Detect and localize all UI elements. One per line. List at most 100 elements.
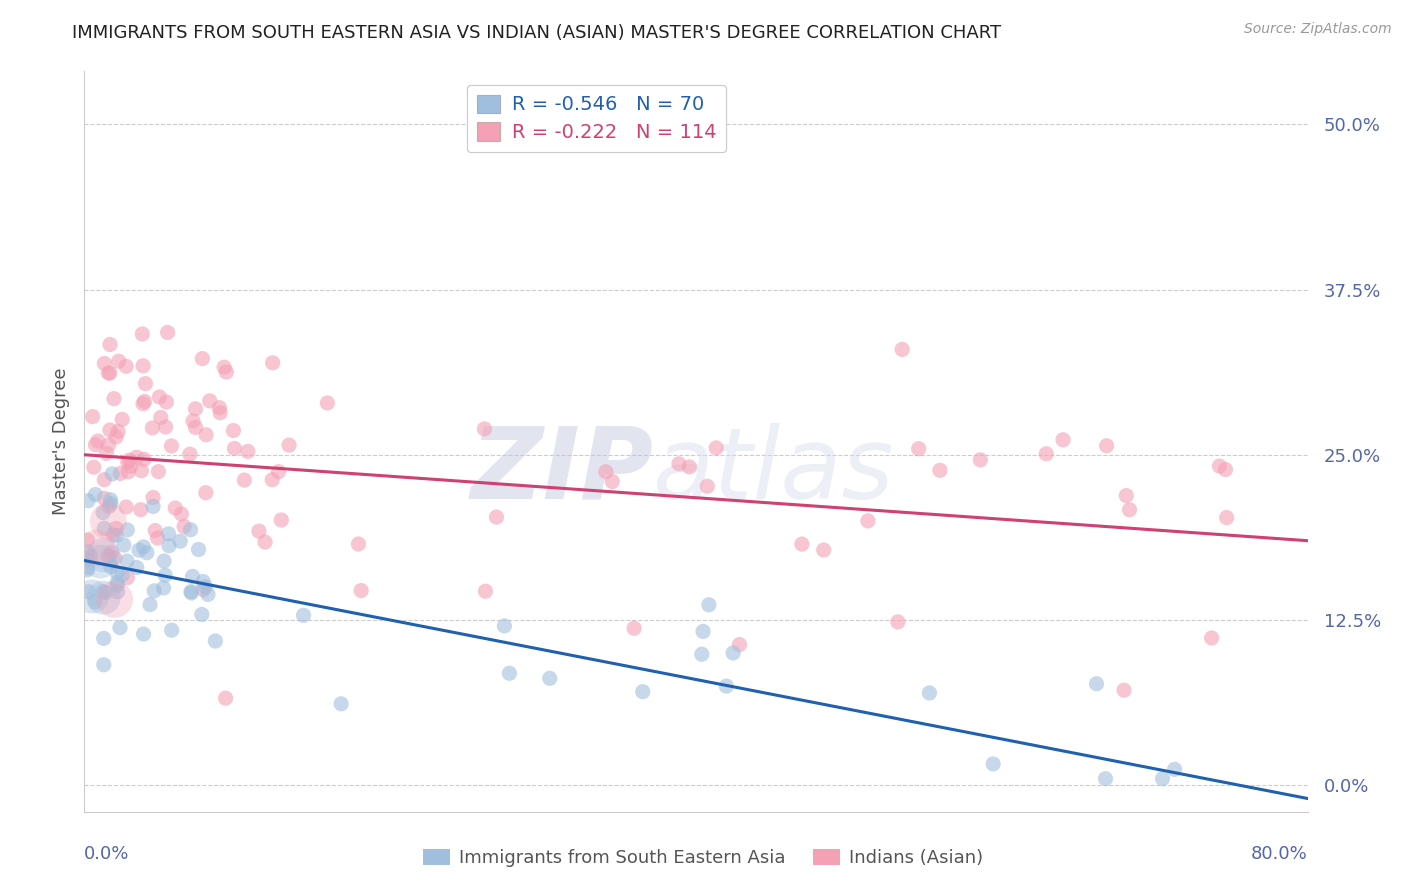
Point xyxy=(194,580,217,594)
Point xyxy=(139,598,162,612)
Point xyxy=(170,507,193,521)
Point xyxy=(907,442,929,456)
Point xyxy=(160,623,183,637)
Point xyxy=(194,485,217,500)
Point xyxy=(152,581,174,595)
Point xyxy=(134,394,156,409)
Point xyxy=(117,523,139,537)
Point xyxy=(132,397,155,411)
Point xyxy=(84,487,107,501)
Point xyxy=(165,501,187,516)
Text: ZIP: ZIP xyxy=(470,423,654,520)
Point xyxy=(191,607,214,622)
Point xyxy=(1052,433,1074,447)
Point xyxy=(474,584,496,599)
Point xyxy=(117,455,139,469)
Point xyxy=(115,554,138,568)
Text: atlas: atlas xyxy=(654,423,894,520)
Point xyxy=(1118,502,1140,516)
Point xyxy=(623,621,645,635)
Point xyxy=(891,343,914,357)
Point xyxy=(173,519,195,533)
Point xyxy=(76,533,98,547)
Point xyxy=(716,679,738,693)
Point xyxy=(107,425,129,439)
Point xyxy=(214,691,236,706)
Point xyxy=(76,561,98,575)
Point xyxy=(191,582,214,597)
Point xyxy=(141,421,163,435)
Point xyxy=(195,427,218,442)
Point xyxy=(97,366,120,380)
Point xyxy=(117,465,139,479)
Point xyxy=(1094,772,1116,786)
Point xyxy=(91,549,114,563)
Point xyxy=(91,584,114,599)
Point xyxy=(330,697,353,711)
Point xyxy=(110,467,132,481)
Point xyxy=(813,543,835,558)
Point xyxy=(131,464,153,478)
Point xyxy=(215,365,238,379)
Point xyxy=(350,583,373,598)
Point xyxy=(262,473,284,487)
Point xyxy=(112,538,135,552)
Point xyxy=(105,566,128,580)
Point xyxy=(143,583,166,598)
Point xyxy=(1112,683,1135,698)
Point xyxy=(155,420,177,434)
Point xyxy=(209,406,232,420)
Point xyxy=(125,450,148,465)
Point xyxy=(103,528,125,542)
Point xyxy=(160,439,183,453)
Point xyxy=(118,453,141,467)
Point xyxy=(181,569,204,583)
Point xyxy=(1085,677,1108,691)
Point xyxy=(1215,462,1237,476)
Point xyxy=(1152,772,1174,786)
Point xyxy=(1215,510,1237,524)
Point xyxy=(83,460,105,475)
Point xyxy=(93,356,115,370)
Point xyxy=(180,584,202,599)
Point xyxy=(600,475,623,489)
Point xyxy=(697,598,720,612)
Point xyxy=(100,545,122,559)
Point xyxy=(98,366,121,380)
Point xyxy=(678,459,700,474)
Point xyxy=(132,627,155,641)
Text: 80.0%: 80.0% xyxy=(1251,845,1308,863)
Point xyxy=(704,441,727,455)
Point xyxy=(148,390,170,404)
Point xyxy=(142,500,165,514)
Point xyxy=(93,491,115,506)
Point xyxy=(494,619,516,633)
Point xyxy=(105,578,128,592)
Point xyxy=(254,535,277,549)
Point xyxy=(97,549,120,563)
Point xyxy=(93,657,115,672)
Point xyxy=(79,549,101,563)
Point xyxy=(187,542,209,557)
Point xyxy=(132,359,155,373)
Point xyxy=(179,447,201,461)
Point xyxy=(292,608,315,623)
Point xyxy=(128,543,150,558)
Point xyxy=(97,514,120,528)
Point xyxy=(76,563,98,577)
Point xyxy=(236,444,259,458)
Point xyxy=(270,513,292,527)
Point xyxy=(1201,631,1223,645)
Point xyxy=(98,423,121,437)
Point xyxy=(103,392,125,406)
Point xyxy=(184,420,207,434)
Point xyxy=(224,442,246,456)
Point xyxy=(89,554,111,568)
Point xyxy=(191,351,214,366)
Point xyxy=(100,492,122,507)
Point xyxy=(153,568,176,582)
Point xyxy=(84,438,107,452)
Point xyxy=(83,595,105,609)
Text: IMMIGRANTS FROM SOUTH EASTERN ASIA VS INDIAN (ASIAN) MASTER'S DEGREE CORRELATION: IMMIGRANTS FROM SOUTH EASTERN ASIA VS IN… xyxy=(72,24,1001,42)
Point xyxy=(157,539,180,553)
